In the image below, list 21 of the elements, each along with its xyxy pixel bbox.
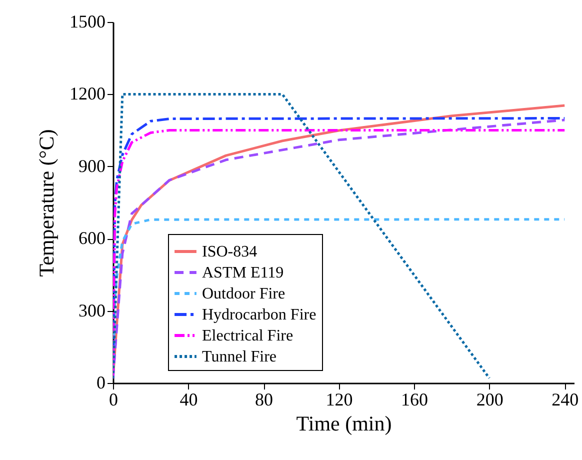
y-tick-label: 900 <box>78 156 106 176</box>
x-tick-label: 240 <box>552 390 579 410</box>
legend-label: Hydrocarbon Fire <box>202 306 316 324</box>
legend-label: Tunnel Fire <box>202 348 277 366</box>
legend-label: ASTM E119 <box>202 264 284 282</box>
legend-label: Outdoor Fire <box>202 286 286 302</box>
y-tick-label: 1500 <box>70 12 106 32</box>
y-tick-label: 1200 <box>70 84 106 104</box>
legend-label: ISO-834 <box>202 244 258 260</box>
x-tick-label: 160 <box>401 390 428 410</box>
x-tick-label: 80 <box>255 390 274 410</box>
x-tick-label: 200 <box>476 390 504 410</box>
y-tick-label: 0 <box>96 372 106 392</box>
x-axis-title: Time (min) <box>296 412 392 436</box>
y-tick-label: 600 <box>78 228 106 248</box>
y-tick-label: 300 <box>78 300 106 320</box>
x-tick-label: 120 <box>326 390 353 410</box>
y-axis-title: Temperature (°C) <box>34 129 58 277</box>
x-tick-label: 40 <box>180 390 198 410</box>
legend-label: Electrical Fire <box>202 328 294 344</box>
x-tick-label: 0 <box>109 390 118 410</box>
